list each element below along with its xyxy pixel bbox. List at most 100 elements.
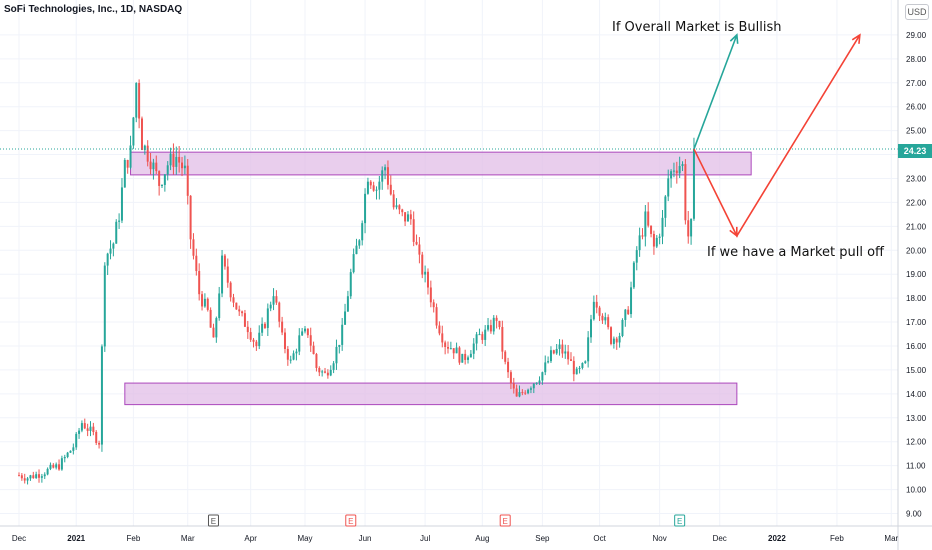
candle-body xyxy=(492,317,495,332)
candle-body xyxy=(195,255,198,272)
candle-body xyxy=(298,335,301,352)
candle-body xyxy=(38,474,41,478)
candle-body xyxy=(126,160,129,168)
candle-body xyxy=(578,367,581,369)
candle-body xyxy=(304,328,306,332)
candle-body xyxy=(252,339,255,342)
candle-body xyxy=(46,468,49,475)
price-axis: 9.00 10.00 11.00 12.00 13.00 14.00 15.00 16.00 1… xyxy=(897,0,927,550)
candle-body xyxy=(118,220,121,222)
candle-body xyxy=(315,354,318,368)
y-tick-label: 21.00 xyxy=(906,222,927,231)
zone-rect xyxy=(124,382,738,406)
candle-body xyxy=(26,478,29,481)
candle-body xyxy=(561,344,564,354)
x-tick-label: Oct xyxy=(593,534,606,543)
candle-body xyxy=(364,193,367,224)
candle-body xyxy=(615,338,618,343)
candle-body xyxy=(567,351,570,360)
candle-body xyxy=(664,196,667,218)
candle-body xyxy=(572,360,575,375)
candle-body xyxy=(475,334,478,344)
candle-body xyxy=(378,181,381,190)
candle-body xyxy=(29,475,32,479)
candle-body xyxy=(189,195,192,240)
candle-body xyxy=(375,189,378,191)
candle-body xyxy=(655,237,658,247)
candle-body xyxy=(172,153,175,167)
candle-body xyxy=(667,178,670,197)
candle-body xyxy=(49,464,52,469)
candle-body xyxy=(58,464,61,470)
candle-body xyxy=(521,392,524,394)
candle-body xyxy=(98,442,101,445)
candle-body xyxy=(452,348,455,354)
earnings-event-label: E xyxy=(503,517,508,526)
y-tick-label: 25.00 xyxy=(906,127,927,136)
candle-body xyxy=(149,161,152,170)
candle-body xyxy=(418,244,421,255)
candle-body xyxy=(495,317,498,321)
candle-body xyxy=(89,426,92,431)
annotation-pullback: If we have a Market pull off xyxy=(707,245,885,260)
candle-body xyxy=(266,308,269,328)
candle-body xyxy=(186,165,189,196)
candle-body xyxy=(541,372,544,381)
candle-body xyxy=(235,302,238,310)
candle-body xyxy=(647,211,650,226)
x-tick-label: Feb xyxy=(830,534,844,543)
candle-body xyxy=(215,318,218,338)
candle-body xyxy=(361,223,364,241)
candle-body xyxy=(584,361,587,364)
y-tick-label: 17.00 xyxy=(906,318,927,327)
candle-body xyxy=(684,164,687,221)
candle-body xyxy=(581,363,584,368)
candle-body xyxy=(524,392,527,394)
currency-badge[interactable]: USD xyxy=(905,4,929,20)
candle-body xyxy=(72,447,75,451)
candle-body xyxy=(66,452,69,458)
candle-body xyxy=(690,218,693,237)
candle-body xyxy=(278,302,281,322)
candle-body xyxy=(335,346,338,364)
candle-body xyxy=(140,118,143,151)
candle-body xyxy=(592,301,595,320)
candle-body xyxy=(644,211,647,237)
y-tick-label: 29.00 xyxy=(906,31,927,40)
y-tick-label: 12.00 xyxy=(906,438,927,447)
x-tick-label: Dec xyxy=(12,534,26,543)
candle-body xyxy=(301,331,304,336)
candle-body xyxy=(246,326,249,333)
candle-body xyxy=(472,343,475,354)
candle-body xyxy=(86,428,89,431)
earnings-event-label: E xyxy=(677,517,682,526)
candle-body xyxy=(421,254,424,275)
candle-body xyxy=(449,348,452,350)
candle-body xyxy=(338,344,341,347)
candle-body xyxy=(547,361,550,363)
candle-body xyxy=(135,83,138,118)
candle-body xyxy=(281,321,284,333)
candle-body xyxy=(504,351,507,362)
earnings-event-marker xyxy=(499,514,511,527)
y-tick-label: 28.00 xyxy=(906,55,927,64)
x-tick-label: Jul xyxy=(420,534,430,543)
candle-body xyxy=(635,250,638,263)
candle-body xyxy=(212,327,215,338)
candle-body xyxy=(552,350,555,354)
candle-body xyxy=(638,235,641,251)
candle-body xyxy=(183,165,186,169)
candle-body xyxy=(447,346,449,349)
candle-body xyxy=(258,332,261,347)
candle-body xyxy=(63,457,66,459)
candle-body xyxy=(612,338,615,344)
candle-body xyxy=(569,359,572,361)
candle-body xyxy=(229,282,232,298)
candle-body xyxy=(389,184,392,195)
symbol-title[interactable]: SoFi Technologies, Inc., 1D, NASDAQ xyxy=(4,4,183,15)
candle-body xyxy=(535,382,538,384)
candle-body xyxy=(498,320,501,327)
x-tick-label: Sep xyxy=(535,534,550,543)
